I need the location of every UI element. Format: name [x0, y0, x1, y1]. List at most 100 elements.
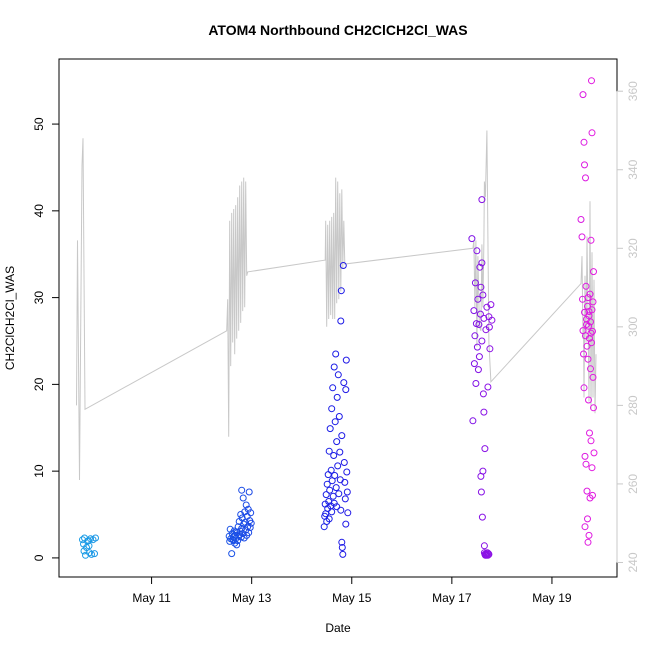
y-tick-label: 40 — [32, 204, 46, 218]
data-point — [325, 447, 333, 455]
data-point — [329, 492, 337, 500]
data-point — [584, 355, 592, 363]
x-tick-label: May 17 — [432, 591, 472, 605]
data-point — [474, 295, 482, 303]
data-point — [581, 308, 588, 316]
data-point — [582, 174, 589, 182]
data-point — [247, 509, 255, 517]
data-point — [328, 405, 336, 413]
data-point — [326, 425, 334, 433]
data-point — [589, 491, 596, 499]
data-point — [586, 429, 593, 437]
data-point — [343, 488, 351, 496]
data-point — [580, 384, 588, 392]
data-point — [332, 484, 340, 492]
data-point — [333, 393, 341, 401]
data-point — [478, 337, 486, 345]
data-point — [335, 413, 343, 420]
data-point — [475, 321, 483, 328]
data-point — [585, 396, 592, 404]
data-point — [480, 542, 488, 550]
data-point — [581, 452, 589, 460]
data-point — [338, 544, 346, 551]
data-point — [585, 312, 593, 320]
data-point — [469, 417, 477, 425]
data-point — [589, 373, 597, 381]
data-point — [476, 263, 484, 271]
data-point — [582, 460, 590, 468]
data-point — [333, 438, 341, 446]
data-point — [226, 525, 234, 533]
data-point — [487, 301, 495, 309]
data-point — [486, 345, 494, 353]
data-point — [484, 383, 492, 391]
y-tick-label: 0 — [32, 554, 46, 561]
data-point — [343, 468, 351, 476]
data-point — [587, 365, 594, 373]
data-point — [588, 464, 596, 472]
data-point — [341, 478, 349, 486]
data-point — [589, 327, 596, 335]
data-point — [337, 287, 345, 295]
y2-tick-label: 340 — [626, 159, 640, 179]
data-point — [479, 291, 487, 299]
y-tick-label: 50 — [32, 117, 46, 131]
y-tick-label: 10 — [32, 464, 46, 478]
data-point — [589, 298, 597, 306]
data-point — [342, 386, 350, 394]
data-point — [88, 550, 95, 558]
data-point — [326, 486, 334, 494]
data-point — [339, 262, 347, 269]
data-point — [485, 323, 493, 331]
y2-tick-label: 360 — [626, 81, 640, 101]
data-point — [471, 332, 479, 340]
data-point — [238, 486, 246, 494]
secondary-trace-layer — [76, 130, 597, 481]
data-point — [322, 491, 330, 499]
data-point — [468, 235, 476, 243]
data-point — [85, 542, 93, 550]
data-point — [246, 524, 254, 531]
data-point — [581, 161, 588, 169]
data-point — [341, 495, 349, 503]
data-point — [327, 466, 335, 474]
secondary-trace-line — [76, 130, 597, 481]
data-point — [330, 452, 338, 459]
data-point — [584, 538, 592, 546]
data-point — [478, 513, 486, 521]
data-point — [340, 379, 348, 387]
chart-title: ATOM4 Northbound CH2ClCH2Cl_WAS — [208, 22, 467, 38]
y2-tick-label: 240 — [626, 552, 640, 572]
data-point — [340, 459, 348, 466]
data-point — [480, 314, 488, 322]
data-point — [585, 531, 593, 539]
x-axis-label: Date — [325, 621, 351, 635]
data-point — [586, 290, 594, 298]
data-point — [323, 480, 331, 488]
data-point — [579, 91, 587, 99]
data-point — [85, 537, 92, 545]
data-point — [582, 282, 590, 290]
data-point — [228, 550, 236, 558]
data-point — [333, 503, 341, 511]
data-point — [485, 550, 493, 558]
data-point — [580, 350, 587, 358]
data-points-layer — [79, 77, 598, 559]
data-point — [339, 550, 347, 558]
data-point — [470, 360, 478, 368]
data-point — [588, 306, 596, 314]
data-point — [330, 363, 338, 371]
data-point — [590, 449, 598, 457]
data-point — [245, 488, 253, 496]
data-point — [328, 508, 336, 516]
data-point — [471, 279, 479, 287]
data-point — [234, 523, 242, 531]
y2-tick-label: 300 — [626, 316, 640, 336]
y-tick-label: 30 — [32, 291, 46, 305]
data-point — [334, 462, 342, 470]
data-point — [580, 138, 588, 146]
data-point — [338, 538, 346, 546]
data-point — [86, 549, 93, 557]
y-axis-right: 240 260 280 300 320 340 360 — [616, 81, 640, 573]
